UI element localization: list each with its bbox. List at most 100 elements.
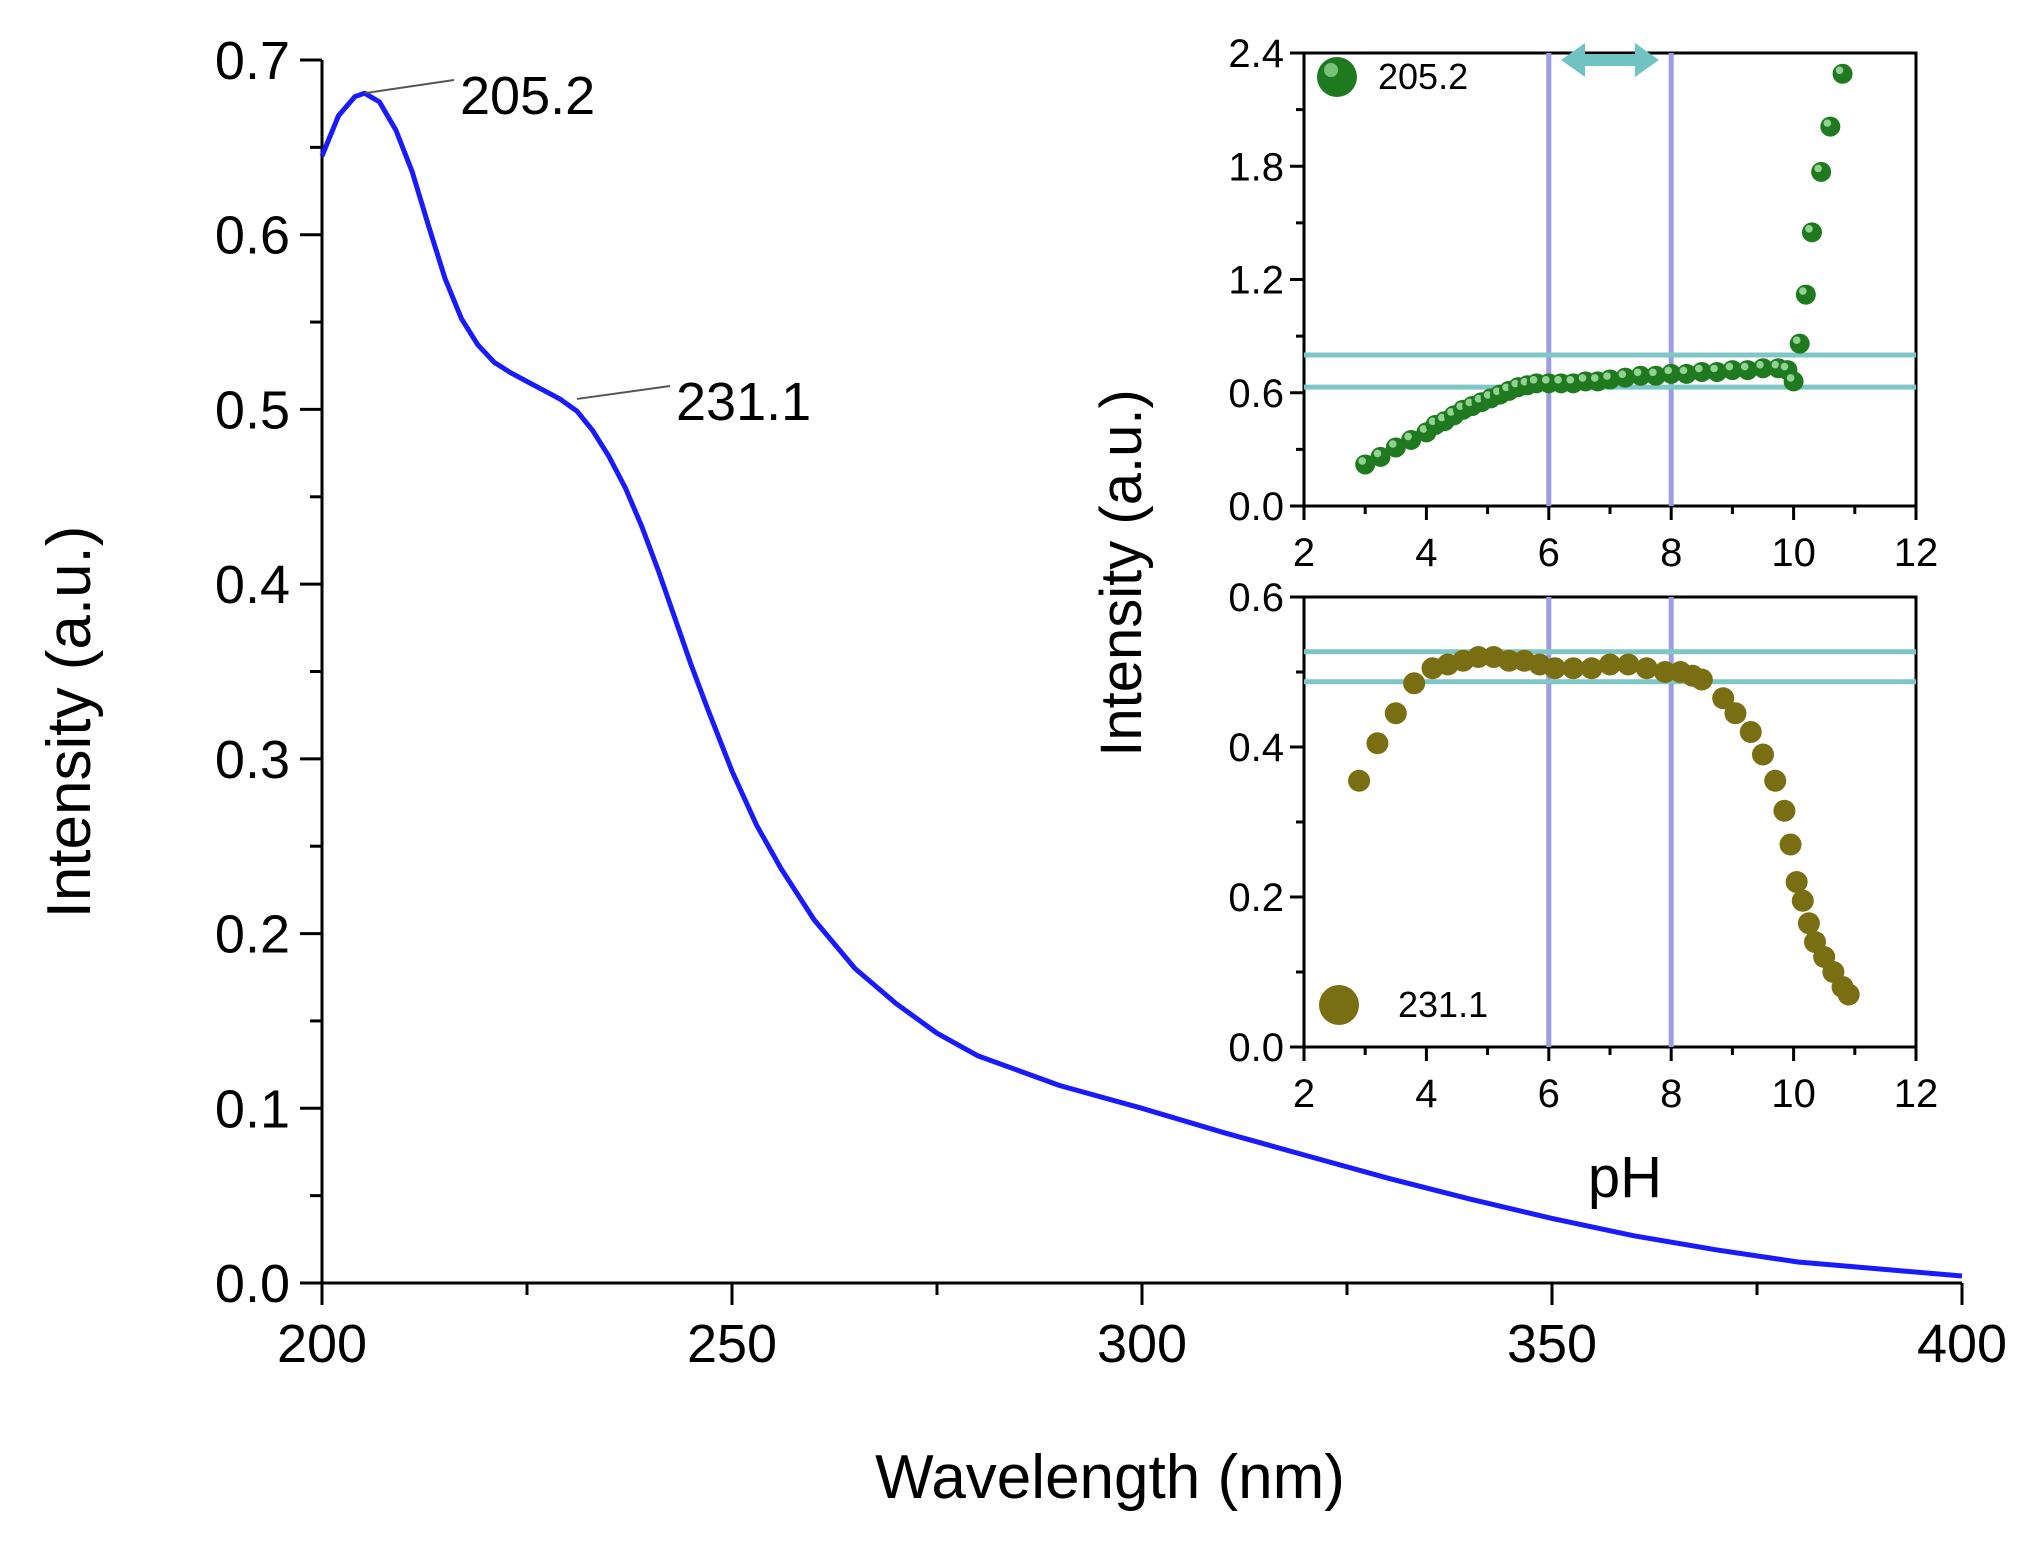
main-x-ticks: 200 250 300 350 400 <box>277 1283 2007 1374</box>
data-point-highlight <box>1419 425 1428 433</box>
data-point-highlight <box>1566 376 1575 384</box>
inset-x-tick-label: 10 <box>1771 1072 1816 1116</box>
inset-bottom-y-ticks: 0.0 0.2 0.4 0.6 <box>1228 576 1304 1070</box>
data-point-highlight <box>1649 368 1657 377</box>
inset-x-tick-label: 2 <box>1293 531 1315 575</box>
spectrum-line <box>319 90 1963 1279</box>
data-point-highlight <box>1603 372 1611 380</box>
data-point-highlight <box>1437 413 1446 422</box>
data-point <box>1795 284 1816 305</box>
legend-marker-231 <box>1319 985 1359 1025</box>
data-point-highlight <box>1520 377 1529 386</box>
inset-x-tick-label: 2 <box>1293 1072 1315 1116</box>
data-point <box>1712 687 1735 710</box>
legend-marker-205 <box>1317 57 1357 97</box>
inset-y-tick-label: 0.0 <box>1228 1026 1284 1070</box>
main-x-tick-label: 250 <box>687 1314 777 1374</box>
data-point <box>1783 371 1804 392</box>
inset-top-frame <box>1302 51 1918 508</box>
data-point-highlight <box>1786 374 1795 382</box>
data-point-highlight <box>1771 360 1780 369</box>
inset-x-tick-label: 4 <box>1415 531 1437 575</box>
data-point-highlight <box>1542 376 1550 384</box>
data-point <box>1820 116 1841 137</box>
data-point <box>1617 653 1640 676</box>
inset-x-tick-label: 10 <box>1771 531 1816 575</box>
data-point-highlight <box>1404 432 1412 441</box>
annotation-leader <box>576 385 671 400</box>
data-point-highlight <box>1483 391 1492 399</box>
inset-x-axis-title: pH <box>1588 1145 1662 1210</box>
data-point <box>1543 657 1566 680</box>
main-y-ticks: 0.0 0.1 0.2 0.3 0.4 0.5 0.6 0.7 <box>215 31 322 1314</box>
data-point <box>1498 649 1521 672</box>
main-y-tick-label: 0.6 <box>215 206 290 266</box>
data-point-highlight <box>1805 225 1813 233</box>
main-y-tick-label: 0.3 <box>215 730 290 790</box>
inset-x-tick-label: 8 <box>1660 531 1682 575</box>
peak-annotations: 205.2 231.1 <box>364 66 811 432</box>
data-point <box>1832 63 1853 84</box>
inset-bottom-x-ticks: 2 4 6 8 10 12 <box>1293 1047 1938 1116</box>
data-point-highlight <box>1511 379 1519 388</box>
annotation-leader <box>364 79 455 95</box>
data-point <box>1724 702 1747 725</box>
data-point <box>1773 799 1796 822</box>
data-point-highlight <box>1465 398 1474 407</box>
data-point <box>1580 657 1603 680</box>
main-y-axis-title: Intensity (a.u.) <box>35 526 104 919</box>
data-point-highlight <box>1664 366 1672 375</box>
arrow-head-left <box>1561 43 1586 77</box>
inset-top-y-ticks: 0.0 0.6 1.2 1.8 2.4 <box>1228 32 1304 529</box>
main-y-tick-label: 0.2 <box>215 905 290 965</box>
inset-bottom-points <box>1348 646 1860 1006</box>
data-point-highlight <box>1373 449 1382 458</box>
inset-x-tick-label: 4 <box>1415 1072 1437 1116</box>
data-point-highlight <box>1474 394 1483 403</box>
inset-y-tick-label: 0.6 <box>1228 372 1284 416</box>
inset-y-tick-label: 0.2 <box>1228 876 1284 920</box>
main-x-tick-label: 200 <box>277 1314 367 1374</box>
data-point-highlight <box>1780 362 1789 371</box>
data-point-highlight <box>1633 368 1642 377</box>
inset-top-chart: 0.0 0.6 1.2 1.8 2.4 2 4 6 8 10 12 205.2 <box>1228 32 1938 575</box>
data-point-highlight <box>1725 362 1734 371</box>
data-point-highlight <box>1756 360 1764 369</box>
data-point-highlight <box>1358 457 1366 465</box>
data-point-highlight <box>1456 402 1464 411</box>
data-point <box>1690 668 1713 691</box>
main-y-tick-label: 0.0 <box>215 1254 290 1314</box>
main-y-tick-label: 0.5 <box>215 380 290 440</box>
inset-x-tick-label: 6 <box>1538 531 1560 575</box>
data-point <box>1764 769 1787 792</box>
inset-y-tick-label: 1.2 <box>1228 259 1284 303</box>
main-y-tick-label: 0.1 <box>215 1079 290 1139</box>
data-point-highlight <box>1695 364 1703 373</box>
main-y-tick-label: 0.7 <box>215 31 290 91</box>
data-point-highlight <box>1835 66 1844 75</box>
inset-y-tick-label: 0.4 <box>1228 726 1284 770</box>
data-point <box>1797 912 1820 935</box>
data-point <box>1811 161 1832 182</box>
ph-range-arrow <box>1561 43 1659 77</box>
inset-bottom-chart: 0.0 0.2 0.4 0.6 2 4 6 8 10 12 231.1 pH <box>1228 576 1938 1210</box>
data-point <box>1752 743 1774 766</box>
legend-label-205: 205.2 <box>1378 56 1468 97</box>
data-point <box>1467 646 1490 668</box>
data-point-highlight <box>1799 287 1807 295</box>
data-point-highlight <box>1493 387 1501 395</box>
data-point <box>1599 653 1621 676</box>
main-x-tick-label: 400 <box>1917 1314 2007 1374</box>
inset-y-tick-label: 2.4 <box>1228 32 1284 76</box>
main-x-tick-label: 300 <box>1097 1314 1187 1374</box>
inset-y-axis-title: Intensity (a.u.) <box>1089 389 1154 756</box>
data-point <box>1562 657 1585 680</box>
inset-top-points <box>1355 63 1853 475</box>
data-point-highlight <box>1554 376 1562 384</box>
data-point <box>1785 871 1808 893</box>
data-point <box>1635 657 1658 680</box>
main-x-tick-label: 350 <box>1507 1314 1597 1374</box>
peak-label: 205.2 <box>460 66 595 126</box>
data-point-highlight <box>1740 362 1749 371</box>
